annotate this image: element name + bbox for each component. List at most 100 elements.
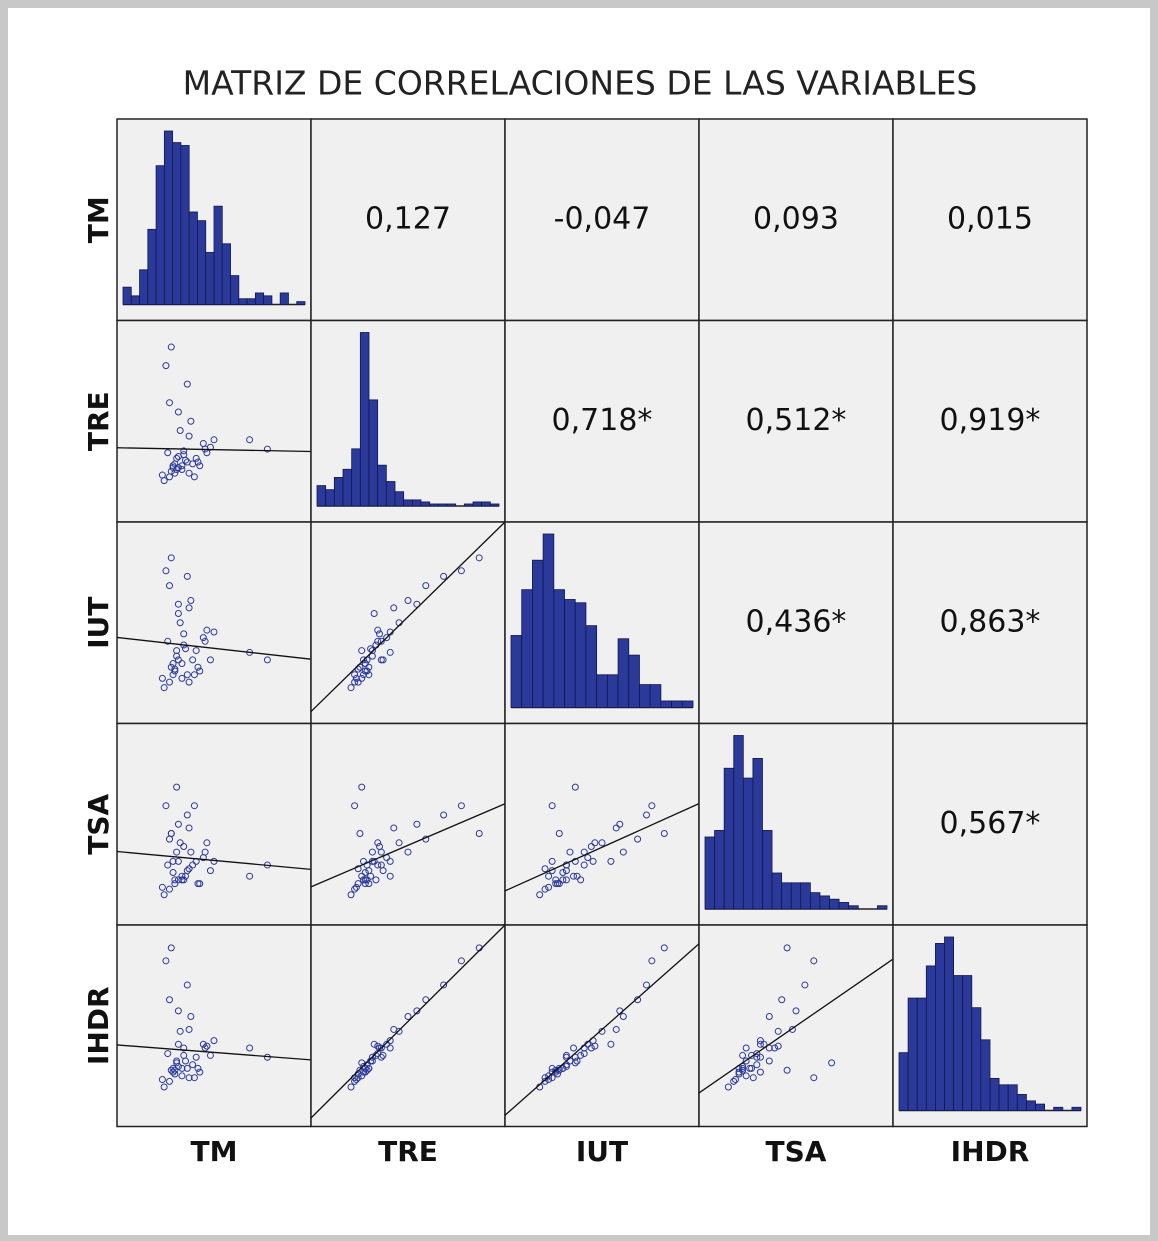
point <box>160 1083 168 1091</box>
point <box>368 1053 376 1061</box>
hist-bar <box>238 298 248 305</box>
point <box>660 830 668 838</box>
point <box>739 1066 747 1074</box>
correlation-label: 0,127 <box>365 201 451 236</box>
column-label: IHDR <box>951 1135 1030 1168</box>
point <box>358 1059 366 1067</box>
point <box>559 1064 567 1072</box>
point <box>457 802 465 810</box>
point <box>765 1057 773 1065</box>
point <box>589 857 597 865</box>
fit-line <box>504 803 700 892</box>
row-label: TM <box>82 196 115 243</box>
point <box>774 1042 782 1050</box>
hist-bar <box>188 211 198 305</box>
point <box>180 630 188 638</box>
chart-title: MATRIZ DE CORRELACIONES DE LAS VARIABLES <box>183 64 978 103</box>
hist-bar <box>681 700 694 708</box>
point <box>246 872 254 880</box>
point <box>545 883 553 891</box>
point <box>643 811 650 819</box>
point <box>263 656 271 664</box>
hist-bar <box>660 700 672 708</box>
point <box>536 891 544 899</box>
hist-bar <box>953 975 964 1111</box>
point <box>162 802 170 810</box>
point <box>555 1064 563 1072</box>
point <box>185 824 193 832</box>
point <box>735 1068 743 1076</box>
point <box>377 637 385 645</box>
point <box>562 1063 570 1071</box>
point <box>180 1044 188 1052</box>
hist-bar <box>877 905 888 910</box>
hist-bar <box>606 674 619 708</box>
point <box>183 380 191 388</box>
point <box>164 449 172 457</box>
point <box>555 880 563 888</box>
point <box>203 626 211 634</box>
cell <box>892 319 1088 523</box>
point <box>374 626 382 634</box>
hist-bar <box>762 830 773 910</box>
point <box>765 1012 773 1020</box>
point <box>365 671 373 679</box>
hist-bar <box>325 489 335 507</box>
hist-bar <box>809 892 821 910</box>
correlation-label: 0,512* <box>746 403 847 438</box>
point <box>206 656 214 664</box>
hist-bar <box>254 292 265 305</box>
point <box>361 1064 369 1072</box>
hist-bar <box>1071 1106 1082 1111</box>
point <box>352 883 360 891</box>
point <box>347 1083 355 1091</box>
point <box>422 582 430 590</box>
point <box>167 830 175 838</box>
point <box>612 1025 620 1033</box>
hist-bar <box>463 503 474 507</box>
point <box>571 783 579 791</box>
point <box>771 1044 779 1052</box>
point <box>158 1076 166 1084</box>
point <box>475 830 483 838</box>
cell <box>310 924 506 1128</box>
point <box>361 660 369 668</box>
fit-line <box>116 447 312 453</box>
point <box>352 674 360 682</box>
point <box>174 452 182 460</box>
point <box>185 432 193 440</box>
point <box>164 861 172 869</box>
cell <box>310 521 506 725</box>
point <box>160 891 168 899</box>
point <box>196 667 204 675</box>
point <box>440 811 448 819</box>
hist-bar <box>1035 1103 1046 1111</box>
point <box>413 820 421 828</box>
point <box>192 1053 200 1061</box>
point <box>810 1074 818 1082</box>
point <box>183 1064 191 1072</box>
point <box>374 861 382 869</box>
hist-bar <box>819 895 830 910</box>
hist-bar <box>962 975 973 1111</box>
point <box>756 1040 764 1048</box>
point <box>210 628 218 636</box>
point <box>548 802 556 810</box>
point <box>580 861 588 869</box>
point <box>368 848 376 856</box>
point <box>167 663 175 671</box>
point <box>739 1064 747 1072</box>
point <box>347 891 355 899</box>
point <box>541 865 549 873</box>
point <box>360 671 367 679</box>
point <box>404 1012 412 1020</box>
point <box>180 843 188 851</box>
point <box>440 572 448 580</box>
point <box>545 1072 553 1080</box>
point <box>194 1064 202 1072</box>
point <box>167 554 175 562</box>
point <box>390 824 398 832</box>
hist-bar <box>781 882 792 910</box>
point <box>749 1074 757 1082</box>
column-label: TM <box>191 1135 238 1168</box>
